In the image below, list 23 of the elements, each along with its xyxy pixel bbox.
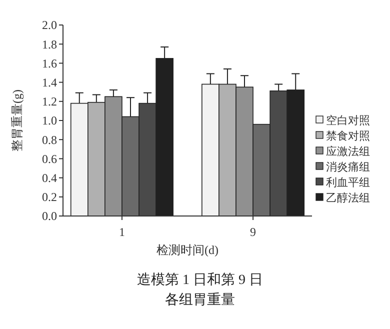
legend-label: 禁食对照 xyxy=(326,129,370,142)
y-tick-label: 1.2 xyxy=(42,94,57,109)
legend-label: 乙醇法组 xyxy=(326,191,370,204)
y-tick-label: 1.0 xyxy=(42,114,57,128)
y-tick-label: 0.2 xyxy=(42,190,57,204)
y-axis-title: 整胃重量(g) xyxy=(10,90,24,152)
y-tick-label: 1.6 xyxy=(42,56,57,70)
y-tick-label: 0.8 xyxy=(42,132,57,147)
y-tick-label: 2.0 xyxy=(42,18,57,32)
legend-label: 利血平组 xyxy=(326,176,370,189)
legend-label: 消炎痛组 xyxy=(326,160,370,174)
legend-label: 应激法组 xyxy=(326,144,370,158)
x-axis-title: 检测时间(d) xyxy=(156,243,218,257)
x-tick-label: 1 xyxy=(118,225,125,239)
legend-label: 空白对照 xyxy=(326,114,370,127)
y-tick-label: 1.8 xyxy=(42,37,57,52)
y-tick-label: 0.0 xyxy=(42,209,57,224)
text: 各组胃重量 xyxy=(165,292,235,308)
text: 造模第 1 日和第 9 日 xyxy=(137,272,263,288)
x-tick-label: 9 xyxy=(250,225,256,239)
y-tick-label: 0.4 xyxy=(42,171,57,185)
y-tick-label: 0.6 xyxy=(42,152,57,166)
y-tick-label: 1.4 xyxy=(42,76,57,90)
